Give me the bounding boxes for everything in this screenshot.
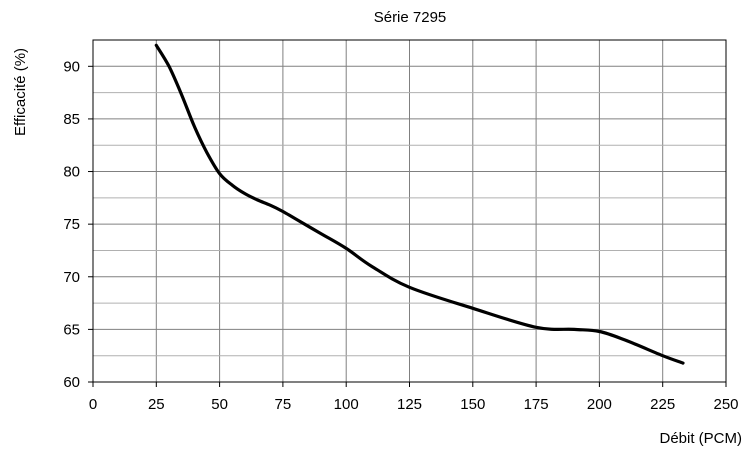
series-line	[154, 43, 685, 365]
y-tick-label: 60	[63, 374, 80, 391]
y-axis-label: Efficacité (%)	[12, 48, 29, 136]
y-axis-ticks: 60 65 70 75 80 85 90	[63, 58, 93, 391]
gridlines	[92, 39, 727, 383]
x-tick-label: 125	[397, 396, 422, 413]
y-tick-label: 80	[63, 164, 80, 181]
x-tick-label: 75	[275, 396, 292, 413]
x-tick-label: 50	[211, 396, 228, 413]
x-tick-label: 100	[334, 396, 359, 413]
x-tick-label: 225	[650, 396, 675, 413]
x-tick-label: 250	[713, 396, 738, 413]
chart-title: Série 7295	[374, 9, 447, 26]
series-group	[154, 43, 685, 365]
y-tick-label: 75	[63, 216, 80, 233]
y-tick-label: 70	[63, 269, 80, 286]
y-tick-label: 85	[63, 111, 80, 128]
x-tick-label: 175	[524, 396, 549, 413]
x-tick-label: 150	[460, 396, 485, 413]
y-tick-label: 65	[63, 321, 80, 338]
x-tick-label: 0	[89, 396, 97, 413]
x-axis-ticks: 0 25 50 75 100 125 150 175 200 225 250	[89, 382, 739, 413]
x-axis-label: Débit (PCM)	[659, 430, 742, 447]
x-tick-label: 25	[148, 396, 165, 413]
x-tick-label: 200	[587, 396, 612, 413]
y-tick-label: 90	[63, 58, 80, 75]
